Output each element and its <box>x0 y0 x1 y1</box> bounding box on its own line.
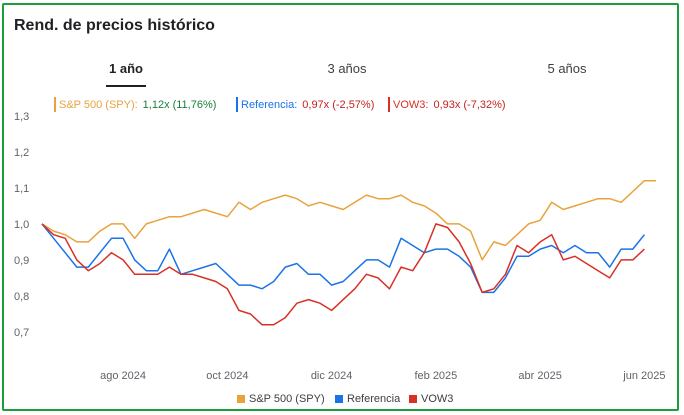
legend-label-referencia: Referencia <box>347 393 401 405</box>
y-tick-label: 1,2 <box>14 147 29 159</box>
legend-change-vow3: (-7,32%) <box>463 98 506 111</box>
legend-summary-vow3: VOW3: 0,93x (-7,32%) <box>388 97 506 112</box>
y-tick-label: 0,9 <box>14 255 29 267</box>
x-tick-label: abr 2025 <box>518 370 561 382</box>
legend-label-spy: S&P 500 (SPY) <box>249 393 325 405</box>
legend-summary-spy: S&P 500 (SPY): 1,12x (11,76%) <box>54 97 216 112</box>
legend-value-vow3: 0,93x <box>433 98 461 111</box>
tab-3-years[interactable]: 3 años <box>327 61 367 76</box>
y-tick-label: 1,0 <box>14 219 29 231</box>
y-axis: 1,3 1,2 1,1 1,0 0,9 0,8 0,7 <box>14 111 29 339</box>
active-tab-underline <box>106 85 146 87</box>
legend-change-referencia: (-2,57%) <box>332 98 375 111</box>
x-tick-label: feb 2025 <box>414 370 457 382</box>
legend-square-vow3 <box>409 395 417 403</box>
series-line-vow3 <box>41 223 645 326</box>
legend-item-spy[interactable]: S&P 500 (SPY) <box>237 393 325 405</box>
x-tick-label: jun 2025 <box>622 370 665 382</box>
legend-summary: S&P 500 (SPY): 1,12x (11,76%) Referencia… <box>4 97 677 117</box>
legend-name-spy: S&P 500 (SPY): <box>59 98 138 111</box>
legend-swatch-spy <box>54 97 56 112</box>
legend-summary-referencia: Referencia: 0,97x (-2,57%) <box>236 97 374 112</box>
x-tick-label: dic 2024 <box>311 370 353 382</box>
legend-name-referencia: Referencia: <box>241 98 298 111</box>
tab-1-year[interactable]: 1 año <box>109 61 143 76</box>
y-tick-label: 0,7 <box>14 327 29 339</box>
legend-label-vow3: VOW3 <box>421 393 454 405</box>
legend-swatch-vow3 <box>388 97 390 112</box>
card-title: Rend. de precios histórico <box>14 17 215 34</box>
series-line-referencia <box>41 223 645 294</box>
line-chart[interactable]: 1,3 1,2 1,1 1,0 0,9 0,8 0,7 ago 2024 oct 2024 di… <box>4 5 681 413</box>
x-tick-label: oct 2024 <box>206 370 248 382</box>
legend-value-spy: 1,12x <box>142 98 170 111</box>
price-performance-card: Rend. de precios histórico 1 año 3 años … <box>2 3 679 411</box>
y-tick-label: 1,1 <box>14 183 29 195</box>
legend-change-spy: (11,76%) <box>172 98 217 111</box>
period-tabs: 1 año 3 años 5 años <box>4 61 677 91</box>
legend-item-vow3[interactable]: VOW3 <box>409 393 453 405</box>
series-line-spy <box>41 179 656 261</box>
legend-square-spy <box>237 395 245 403</box>
legend-name-vow3: VOW3: <box>393 98 429 111</box>
legend-swatch-referencia <box>236 97 238 112</box>
y-tick-label: 0,8 <box>14 291 29 303</box>
tab-5-years[interactable]: 5 años <box>547 61 587 76</box>
series-lines <box>41 179 656 326</box>
x-axis: ago 2024 oct 2024 dic 2024 feb 2025 abr 2025… <box>100 370 665 382</box>
x-tick-label: ago 2024 <box>100 370 146 382</box>
legend-item-referencia[interactable]: Referencia <box>335 393 400 405</box>
legend-value-referencia: 0,97x <box>302 98 330 111</box>
legend-square-referencia <box>335 395 343 403</box>
y-tick-label: 1,3 <box>14 111 29 123</box>
